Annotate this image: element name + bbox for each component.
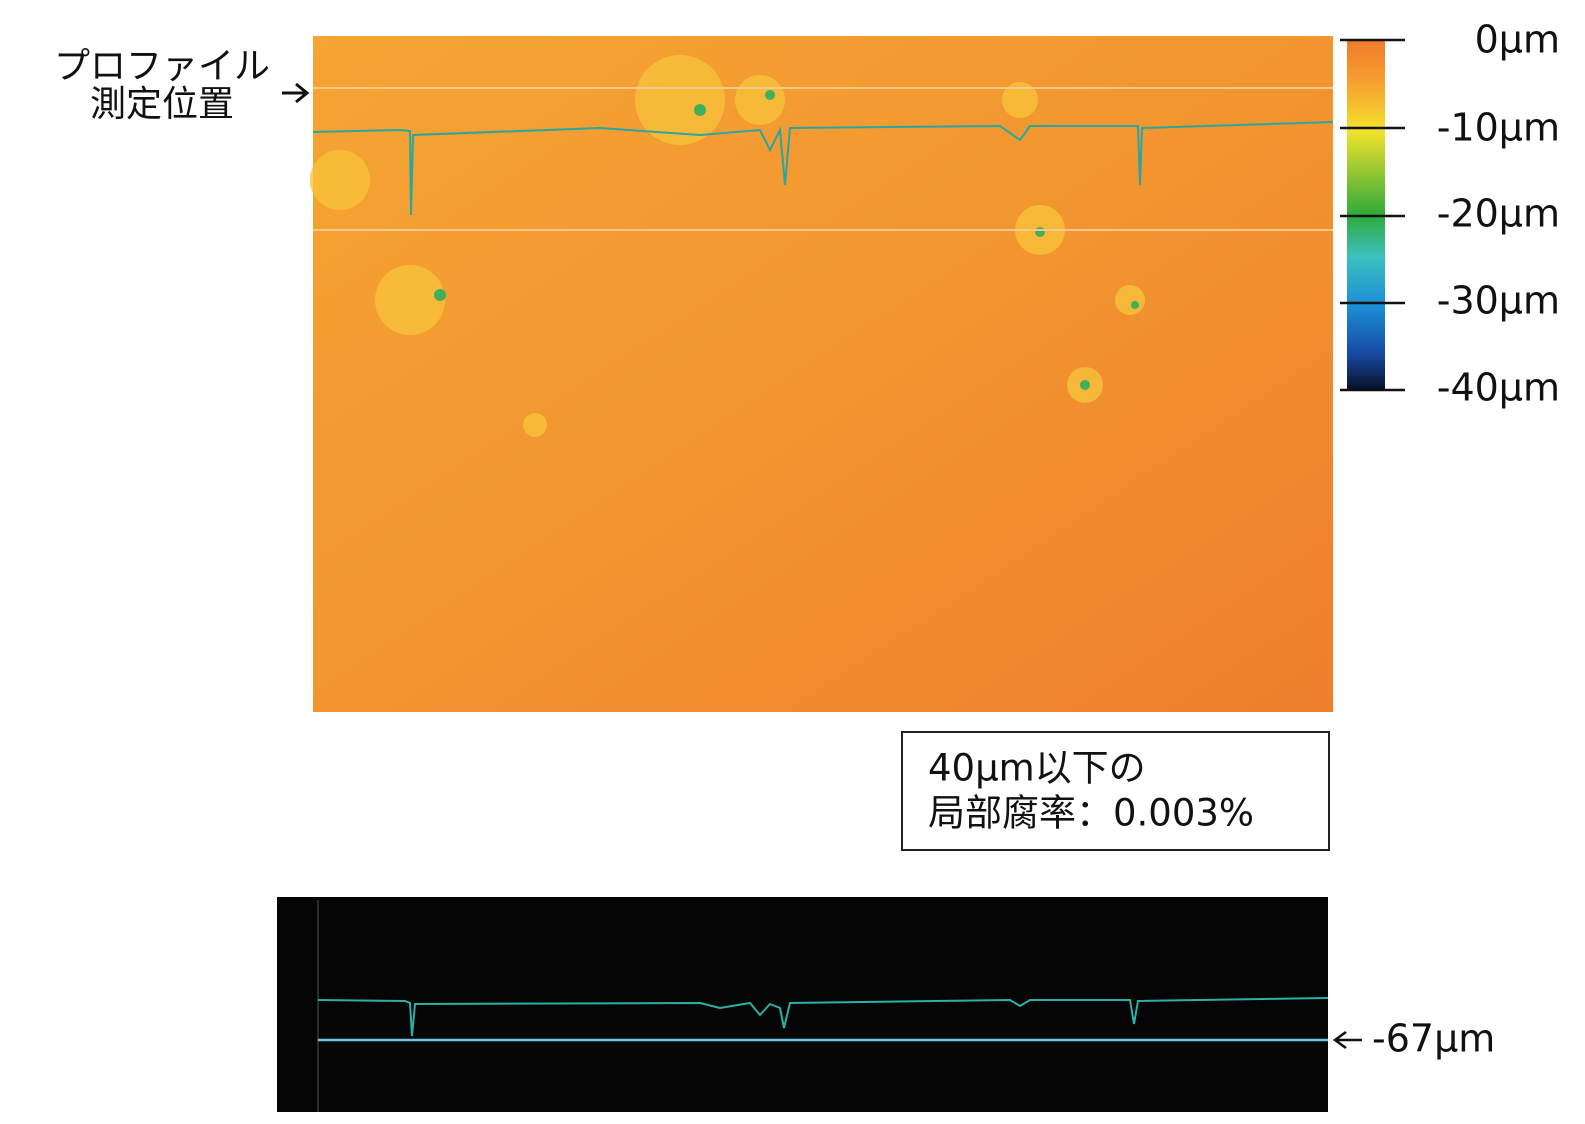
note-line: 局部腐率：0.003% xyxy=(928,792,1254,835)
label-line: 測定位置 xyxy=(90,84,234,125)
colorbar-label: -30μm xyxy=(1437,279,1560,323)
arrow xyxy=(1335,1032,1362,1048)
arrow xyxy=(282,84,307,102)
height-map xyxy=(313,36,1333,712)
label-line: プロファイル xyxy=(54,46,270,87)
page: プロファイル 測定位置 0μm -10μm -20μm -30μm -40μm … xyxy=(0,0,1585,1124)
note-line: 40μm以下の xyxy=(928,747,1146,790)
colorbar-label: -40μm xyxy=(1437,366,1560,410)
colorbar-label: 0μm xyxy=(1475,18,1560,62)
colorbar-label: -20μm xyxy=(1437,192,1560,236)
colorbar-label: -10μm xyxy=(1437,106,1560,150)
profile-marker-label: -67μm xyxy=(1372,1017,1495,1061)
figure: プロファイル 測定位置 0μm -10μm -20μm -30μm -40μm … xyxy=(0,0,1585,1124)
